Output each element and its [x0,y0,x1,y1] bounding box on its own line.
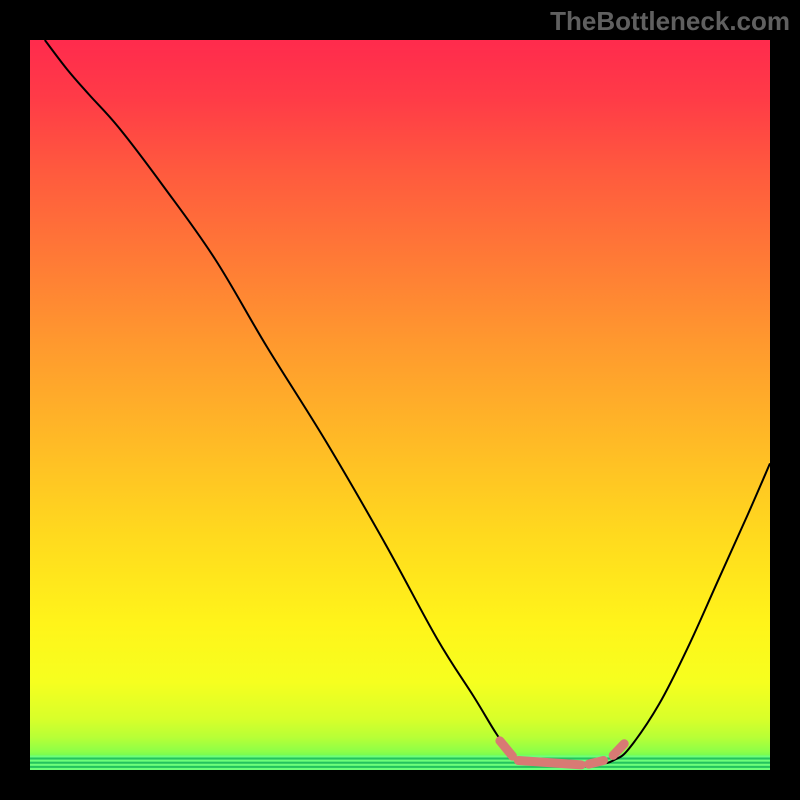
valley-marker-segment [518,761,581,765]
valley-marker-segment [589,761,604,765]
bottleneck-chart [30,40,770,770]
chart-svg [30,40,770,770]
green-band-stripe [30,768,770,770]
watermark-text: TheBottleneck.com [550,6,790,37]
chart-background [30,40,770,770]
